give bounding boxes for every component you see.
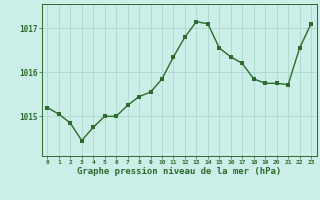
- X-axis label: Graphe pression niveau de la mer (hPa): Graphe pression niveau de la mer (hPa): [77, 167, 281, 176]
